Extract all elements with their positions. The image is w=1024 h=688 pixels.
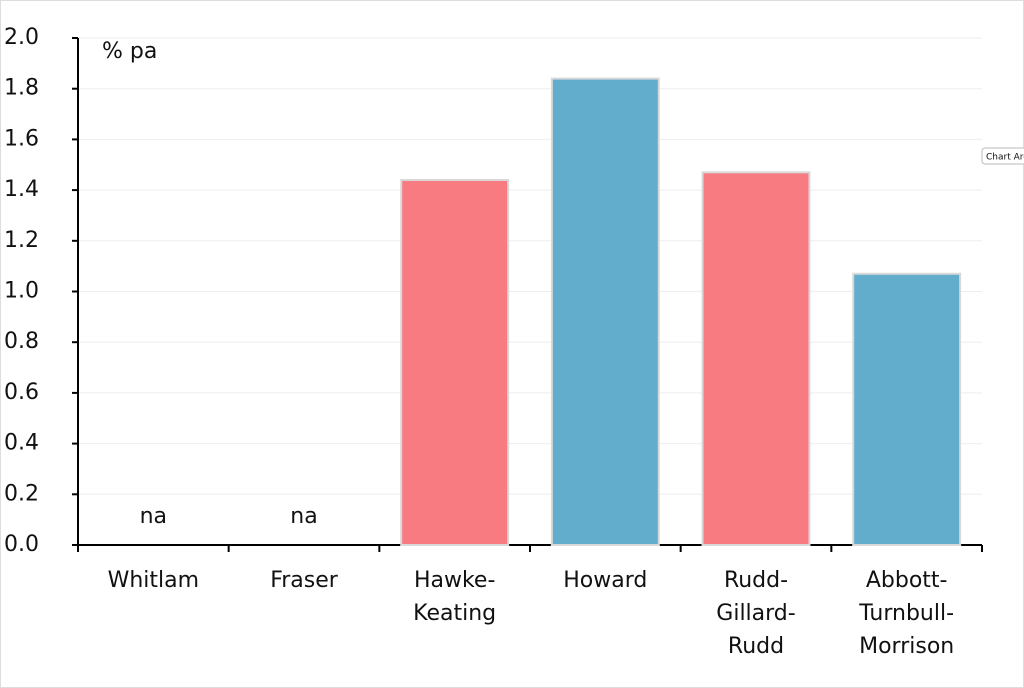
bar	[400, 178, 510, 547]
y-axis-label: % pa	[102, 39, 157, 64]
value-label: na	[290, 504, 317, 529]
x-tick-label-line: Fraser	[270, 568, 339, 593]
y-tick-label: 1.0	[4, 279, 39, 304]
x-tick-label: Abbott- Turnbull- Morrison	[858, 568, 954, 659]
x-tick-label-line: Turnbull-	[858, 601, 954, 626]
x-tick-label: Hawke- Keating	[413, 568, 496, 626]
bar	[852, 272, 962, 546]
bar	[701, 171, 811, 546]
x-tick-label-line: Howard	[563, 568, 647, 593]
value-label: na	[140, 504, 167, 529]
x-tick-label-line: Rudd	[728, 634, 784, 659]
x-tick-label-line: Gillard-	[716, 601, 795, 626]
x-tick-label-line: Hawke-	[414, 568, 495, 593]
tooltip-box	[981, 147, 1024, 165]
x-tick-label: Howard	[563, 568, 647, 593]
x-tick-label: Rudd- Gillard- Rudd	[716, 568, 795, 659]
x-tick-label-line: Morrison	[859, 634, 954, 659]
y-tick-label: 0.6	[4, 380, 39, 405]
y-tick-label: 0.8	[4, 329, 39, 354]
y-tick-label: 2.0	[4, 25, 39, 50]
tooltip: Chart Are	[986, 153, 1024, 163]
y-tick-label: 1.4	[4, 177, 39, 202]
y-tick-label: 1.2	[4, 228, 39, 253]
y-tick-label: 0.2	[4, 481, 39, 506]
y-tick-label: 0.4	[4, 431, 39, 456]
y-tick-label: 1.8	[4, 76, 39, 101]
x-tick-label-line: Abbott-	[866, 568, 948, 593]
x-tick-label: Whitlam	[108, 568, 199, 593]
x-tick-label-line: Rudd-	[724, 568, 788, 593]
y-tick-label: 0.0	[4, 532, 39, 557]
x-tick-label: Fraser	[270, 568, 339, 593]
bar	[550, 77, 660, 546]
y-tick-label: 1.6	[4, 126, 39, 151]
x-tick-label-line: Keating	[413, 601, 496, 626]
x-tick-label-line: Whitlam	[108, 568, 199, 593]
